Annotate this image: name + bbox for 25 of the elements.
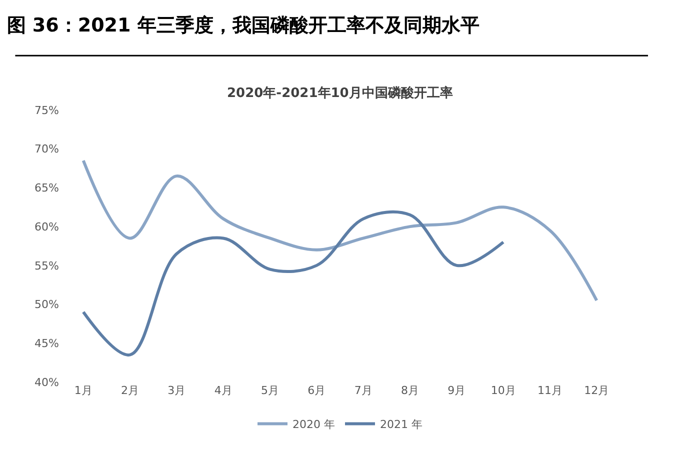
x-tick-label: 5月 <box>261 384 279 397</box>
y-tick-label: 70% <box>34 142 59 156</box>
x-tick-label: 4月 <box>214 384 232 397</box>
y-tick-label: 50% <box>34 298 59 312</box>
y-tick-label: 45% <box>34 336 59 350</box>
legend-label: 2020 年 <box>292 418 335 431</box>
x-tick-label: 3月 <box>168 384 186 397</box>
line-series <box>82 159 598 302</box>
x-tick-label: 1月 <box>74 384 92 397</box>
x-tick-label: 11月 <box>538 384 562 397</box>
x-tick-label: 7月 <box>354 384 372 397</box>
y-tick-label: 65% <box>34 182 59 195</box>
x-tick-label: 8月 <box>401 384 419 397</box>
x-tick-label: 9月 <box>448 384 466 397</box>
x-tick-label: 2月 <box>121 384 139 397</box>
y-tick-label: 75% <box>34 104 59 117</box>
chart-subtitle: 2020年-2021年10月中国磷酸开工率 <box>227 85 453 101</box>
y-tick-label: 40% <box>34 376 59 389</box>
y-tick-label: 55% <box>34 259 59 272</box>
legend-label: 2021 年 <box>380 418 422 431</box>
chart-title: 图 36：2021 年三季度，我国磷酸开工率不及同期水平 <box>6 14 480 36</box>
x-tick-label: 12月 <box>584 384 610 397</box>
x-tick-label: 6月 <box>308 384 326 397</box>
x-tick-label: 10月 <box>490 384 516 397</box>
y-tick-label: 60% <box>34 220 59 234</box>
